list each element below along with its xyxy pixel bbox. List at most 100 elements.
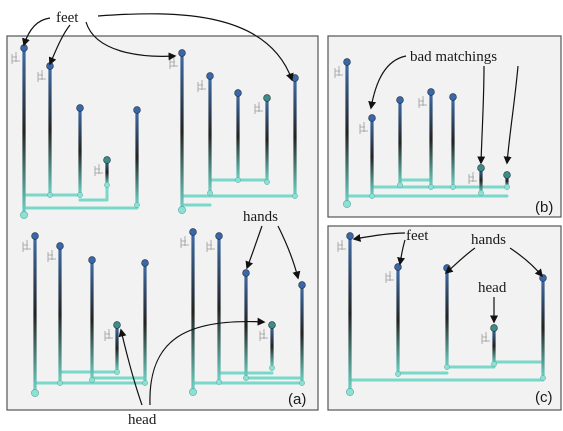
tree-b-inset-glyph — [468, 172, 477, 184]
label-hands-a: hands — [243, 209, 278, 225]
tree-b-leaf-node — [368, 114, 376, 122]
tree-b-inset-glyph — [418, 96, 427, 108]
tree-c-inset-glyph — [337, 240, 346, 252]
arrow-hands-c-1 — [444, 247, 476, 274]
tree-b-saddle-node — [450, 184, 456, 190]
tree-a-br-saddle-node — [243, 375, 249, 381]
tree-a-tl-leaf-node — [103, 156, 111, 164]
tree-a-tl-saddle-node — [134, 202, 140, 208]
arrow-bad-3 — [503, 65, 519, 165]
tree-b-saddle-node — [504, 184, 510, 190]
tree-c-saddle-node — [444, 364, 450, 370]
arrow-feet-3 — [85, 21, 177, 61]
tree-a-br-root-node — [189, 388, 197, 396]
tree-a-bl-root-node — [31, 389, 39, 397]
tree-b-leaf-node — [449, 93, 457, 101]
tree-a-bl-saddle-node — [114, 369, 120, 375]
tree-a-tl-leaf-node — [20, 44, 28, 52]
tree-a-bl-saddle-node — [89, 377, 95, 383]
arrow-feet-2 — [48, 24, 71, 66]
label-hands-c: hands — [471, 232, 506, 248]
tree-c-leaf-node — [394, 263, 402, 271]
tree-a-tr-leaf-node — [291, 74, 299, 82]
label-feet-c: feet — [406, 228, 429, 244]
tree-a-tr-saddle-node — [207, 190, 213, 196]
tree-a-tr-inset-glyph — [169, 57, 178, 69]
arrow-feet-c-2 — [397, 239, 406, 266]
arrow-hands-a-1 — [245, 225, 263, 270]
tree-a-br-saddle-node — [299, 380, 305, 386]
tree-a-tr-saddle-node — [292, 193, 298, 199]
tree-a-bl-leaf-node — [113, 321, 121, 329]
tree-b-saddle-node — [397, 182, 403, 188]
tree-a-tl-saddle-node — [104, 182, 110, 188]
arrow-feet-4 — [97, 13, 294, 82]
tree-a-br-leaf-node — [298, 281, 306, 289]
arrow-head-a-2 — [149, 317, 266, 406]
tree-b-leaf-node — [427, 88, 435, 96]
tree-b-saddle-node — [428, 184, 434, 190]
tree-a-bl-saddle-node — [142, 380, 148, 386]
tree-b-saddle-node — [369, 193, 375, 199]
arrow-head-a-1 — [118, 328, 143, 406]
contour-trees — [11, 44, 547, 397]
tree-b-leaf-node — [503, 171, 511, 179]
arrow-feet-c-1 — [352, 232, 406, 242]
tree-a-br-inset-glyph — [206, 240, 215, 252]
arrow-bad-1 — [368, 55, 407, 110]
tree-a-tl-inset-glyph — [37, 70, 46, 82]
tree-c-root-node — [346, 388, 354, 396]
tree-a-br-leaf-node — [189, 228, 197, 236]
tree-a-tr-saddle-node — [235, 177, 241, 183]
tree-a-tl-leaf-node — [133, 106, 141, 114]
tree-a-br-saddle-node — [216, 379, 222, 385]
arrow-feet-1 — [22, 17, 51, 47]
tree-a-bl-inset-glyph — [104, 329, 113, 341]
tree-b-inset-glyph — [334, 66, 343, 78]
tree-a-tr-leaf-node — [206, 72, 214, 80]
tree-c-leaf-node — [539, 274, 547, 282]
panel-label-a: (a) — [288, 391, 306, 408]
tree-a-br-inset-glyph — [259, 329, 268, 341]
arrow-hands-c-2 — [509, 247, 543, 278]
label-head-a: head — [128, 412, 157, 428]
tree-a-tl-saddle-node — [77, 192, 83, 198]
tree-a-tr-inset-glyph — [197, 80, 206, 92]
tree-a-bl-leaf-node — [88, 256, 96, 264]
tree-c-inset-glyph — [481, 332, 490, 344]
tree-a-br-leaf-node — [242, 269, 250, 277]
panel-label-b: (b) — [535, 199, 553, 216]
tree-a-bl-inset-glyph — [47, 250, 56, 262]
panel-c-frame — [327, 225, 562, 411]
tree-a-bl-leaf-node — [56, 242, 64, 250]
tree-a-tl-leaf-node — [76, 104, 84, 112]
tree-a-br-inset-glyph — [180, 236, 189, 248]
tree-b-leaf-node — [477, 164, 485, 172]
tree-a-tl-inset-glyph — [94, 164, 103, 176]
tree-a-tr-leaf-node — [263, 94, 271, 102]
label-bad-matchings: bad matchings — [410, 49, 497, 65]
tree-a-br-leaf-node — [215, 232, 223, 240]
tree-c-saddle-node — [491, 361, 497, 367]
tree-b-leaf-node — [396, 96, 404, 104]
tree-a-bl-saddle-node — [57, 380, 63, 386]
tree-c-leaf-node — [490, 324, 498, 332]
tree-a-bl-inset-glyph — [22, 240, 31, 252]
tree-a-br-leaf-node — [268, 321, 276, 329]
annotation-arrows — [22, 13, 543, 406]
tree-a-tr-inset-glyph — [254, 102, 263, 114]
tree-a-tr-leaf-node — [178, 49, 186, 57]
tree-a-tl-inset-glyph — [11, 52, 20, 64]
tree-a-tl-root-node — [20, 211, 28, 219]
tree-b-inset-glyph — [359, 122, 368, 134]
arrow-hands-a-2 — [277, 225, 301, 280]
tree-a-tr-saddle-node — [264, 179, 270, 185]
tree-a-tr-leaf-node — [234, 89, 242, 97]
tree-a-tl-saddle-node — [47, 192, 53, 198]
arrow-bad-2 — [477, 65, 486, 165]
tree-a-tr-root-node — [178, 206, 186, 214]
tree-c-saddle-node — [395, 371, 401, 377]
tree-a-bl-leaf-node — [141, 259, 149, 267]
tree-b-leaf-node — [343, 58, 351, 66]
